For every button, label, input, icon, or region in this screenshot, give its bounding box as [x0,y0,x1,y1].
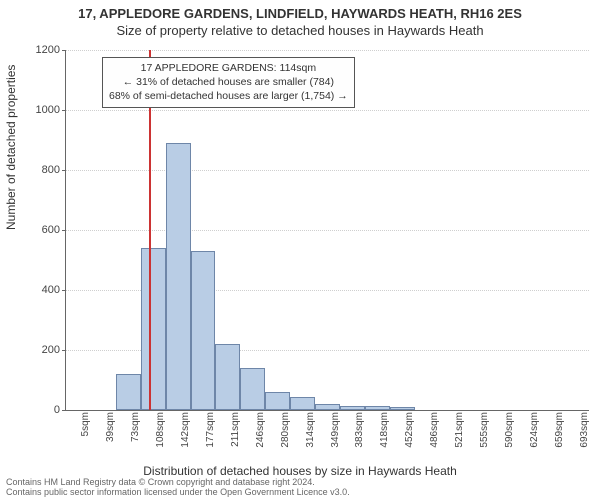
y-tick-label: 0 [12,404,60,416]
x-axis-label: Distribution of detached houses by size … [0,464,600,478]
histogram-bar [390,407,415,410]
histogram-bar [191,251,216,410]
y-tick-label: 800 [12,164,60,176]
y-tick-label: 1200 [12,44,60,56]
histogram-bar [141,248,166,410]
x-tick-label: 590sqm [504,412,515,457]
x-tick-label: 211sqm [230,412,241,457]
y-tick-mark [62,230,65,231]
page-subtitle: Size of property relative to detached ho… [0,21,600,38]
histogram-bar [116,374,141,410]
y-tick-label: 200 [12,344,60,356]
gridline [66,110,589,111]
x-tick-label: 246sqm [255,412,266,457]
histogram-bar [315,404,340,410]
y-tick-label: 1000 [12,104,60,116]
x-tick-label: 486sqm [429,412,440,457]
y-tick-mark [62,290,65,291]
x-tick-label: 452sqm [404,412,415,457]
y-tick-mark [62,170,65,171]
footer-attribution: Contains HM Land Registry data © Crown c… [6,478,594,498]
page-title-address: 17, APPLEDORE GARDENS, LINDFIELD, HAYWAR… [0,0,600,21]
x-tick-label: 142sqm [180,412,191,457]
x-tick-label: 693sqm [579,412,590,457]
callout-line: 17 APPLEDORE GARDENS: 114sqm [109,61,348,75]
y-axis-label: Number of detached properties [4,65,18,230]
y-tick-mark [62,350,65,351]
x-tick-label: 73sqm [130,412,141,457]
histogram-bar [340,406,365,411]
x-tick-label: 383sqm [354,412,365,457]
x-tick-label: 39sqm [105,412,116,457]
x-tick-label: 5sqm [80,412,91,457]
gridline [66,170,589,171]
y-tick-label: 400 [12,284,60,296]
callout-line: 68% of semi-detached houses are larger (… [109,89,348,103]
x-tick-label: 280sqm [280,412,291,457]
x-tick-label: 108sqm [155,412,166,457]
gridline [66,50,589,51]
x-tick-label: 418sqm [379,412,390,457]
x-tick-label: 349sqm [330,412,341,457]
histogram-bar [265,392,290,410]
y-tick-mark [62,410,65,411]
y-tick-label: 600 [12,224,60,236]
y-tick-mark [62,50,65,51]
x-tick-label: 659sqm [554,412,565,457]
footer-line2: Contains public sector information licen… [6,488,594,498]
histogram-bar [166,143,191,410]
x-tick-label: 177sqm [205,412,216,457]
y-tick-mark [62,110,65,111]
x-tick-label: 314sqm [305,412,316,457]
callout-line: ← 31% of detached houses are smaller (78… [109,75,348,89]
gridline [66,230,589,231]
x-tick-label: 624sqm [529,412,540,457]
x-tick-label: 521sqm [454,412,465,457]
histogram-bar [240,368,265,410]
x-tick-label: 555sqm [479,412,490,457]
histogram-bar [215,344,240,410]
histogram-bar [290,397,315,410]
property-callout: 17 APPLEDORE GARDENS: 114sqm← 31% of det… [102,57,355,108]
histogram-bar [365,406,390,410]
